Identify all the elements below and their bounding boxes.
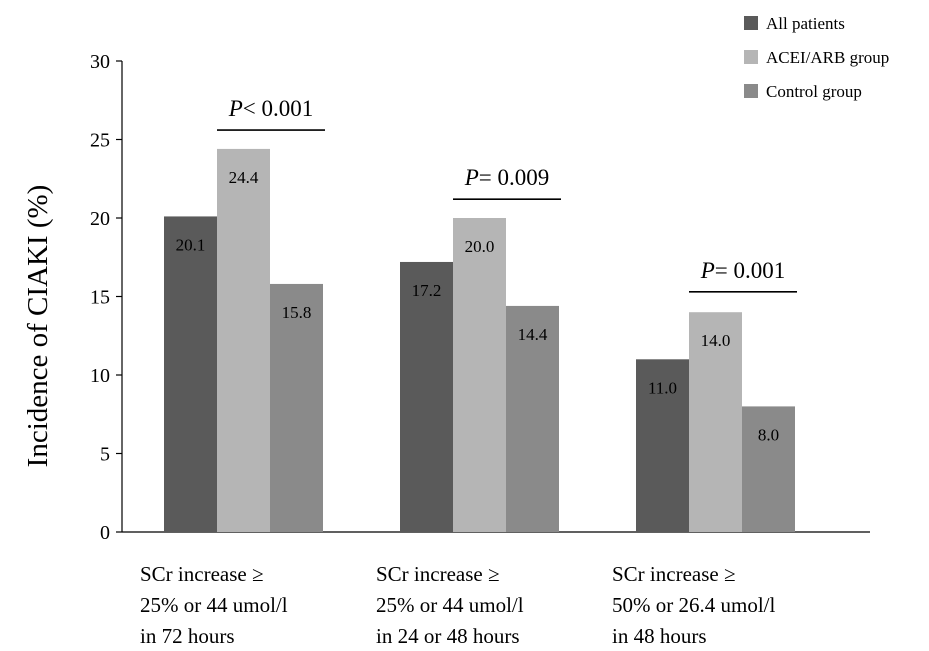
legend-swatch [744,16,758,30]
y-tick-label: 30 [90,51,110,73]
legend-entry: ACEI/ARB group [766,48,889,67]
category-label-line: in 72 hours [140,624,235,648]
bar-value-label: 14.4 [518,325,548,344]
bars: 20.1 17.2 11.0 24.4 20.0 14.0 15.8 14.4 8.0 [164,148,795,533]
y-tick-label: 0 [100,522,110,544]
bar-value-label: 20.0 [465,237,495,256]
legend-entry: All patients [766,14,845,33]
bar [270,283,323,532]
p-value-label: P= 0.009 [464,165,550,190]
legend: All patients ACEI/ARB group Control group [744,14,889,101]
legend-swatch [744,84,758,98]
bar [400,261,453,532]
bar [217,148,270,533]
bar-value-label: 17.2 [412,281,442,300]
annotations: P< 0.001 P= 0.009 P= 0.001 [217,96,797,293]
bar-value-label: 20.1 [176,235,206,254]
category-labels: SCr increase ≥ 25% or 44 umol/l in 72 hour… [140,562,775,648]
p-value-label: P< 0.001 [228,96,314,121]
bar-value-label: 8.0 [758,425,779,444]
bar [164,216,217,532]
category-label-line: 25% or 44 umol/l [376,593,524,617]
bar [636,359,689,532]
legend-entry: Control group [766,82,862,101]
y-tick-label: 20 [90,208,110,230]
category-label-line: in 24 or 48 hours [376,624,520,648]
category-label-line: 25% or 44 umol/l [140,593,288,617]
y-tick-label: 25 [90,130,110,152]
category-label-line: in 48 hours [612,624,707,648]
category-label-line: 50% or 26.4 umol/l [612,593,775,617]
bar-value-label: 15.8 [282,303,312,322]
y-tick-label: 10 [90,365,110,387]
bar [506,305,559,532]
bar [742,406,795,532]
bar-value-label: 24.4 [229,168,259,187]
category-label-line: SCr increase ≥ [140,562,264,586]
category-label-line: SCr increase ≥ [376,562,500,586]
legend-swatch [744,50,758,64]
bar-value-label: 14.0 [701,331,731,350]
y-tick-label: 5 [100,444,110,466]
bar-value-label: 11.0 [648,378,677,397]
y-axis-label: Incidence of CIAKI (%) [22,185,54,468]
category-label-line: SCr increase ≥ [612,562,736,586]
bar [453,218,506,532]
p-value-label: P= 0.001 [700,258,786,283]
bar [689,312,742,532]
y-tick-label: 15 [90,287,110,309]
